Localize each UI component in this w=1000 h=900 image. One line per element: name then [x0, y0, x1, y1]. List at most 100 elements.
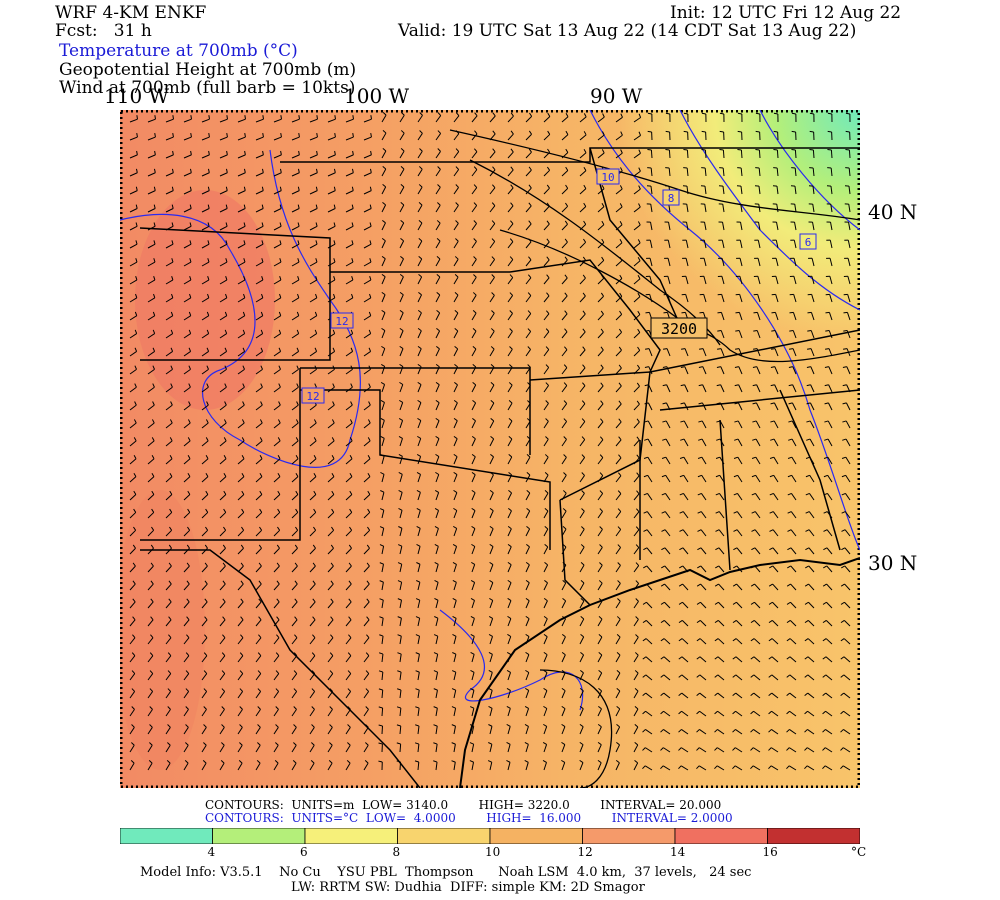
- wind-barb-staff: [633, 332, 641, 339]
- wind-barb-flag: [786, 692, 791, 697]
- wind-barb-flag: [296, 329, 300, 334]
- wind-barb-staff: [525, 385, 531, 393]
- wind-barb-flag: [293, 742, 297, 746]
- wind-barb-flag: [562, 615, 566, 620]
- wind-barb-flag: [315, 258, 318, 263]
- wind-barb-staff: [740, 222, 743, 231]
- wind-barb-staff: [579, 582, 585, 591]
- wind-barb-flag: [616, 652, 621, 656]
- wind-barb-flag: [544, 579, 548, 584]
- wind-barb-flag: [840, 710, 844, 715]
- wind-barb-flag: [333, 276, 336, 281]
- wind-barb-staff: [309, 243, 318, 249]
- wind-barb-flag: [507, 633, 512, 637]
- wind-barb-flag: [365, 688, 369, 692]
- wind-barb-staff: [615, 583, 621, 591]
- wind-barb-flag: [661, 565, 666, 569]
- wind-barb-flag: [543, 651, 548, 656]
- wind-barb-flag: [637, 292, 641, 297]
- wind-barb-flag: [565, 184, 569, 189]
- wind-barb-flag: [333, 240, 336, 245]
- wind-barb-staff: [237, 476, 245, 483]
- wind-barb-flag: [240, 580, 244, 585]
- wind-barb-flag: [618, 364, 622, 369]
- wind-barb-staff: [755, 402, 761, 411]
- wind-barb-flag: [510, 112, 514, 117]
- wind-barb-staff: [776, 204, 779, 213]
- wind-barb-flag: [805, 511, 810, 514]
- wind-barb-flag: [275, 670, 280, 674]
- wind-barb-staff: [201, 691, 208, 699]
- wind-barb-flag: [380, 454, 385, 457]
- wind-barb-flag: [543, 597, 548, 602]
- wind-barb-staff: [273, 744, 279, 753]
- wind-barb-flag: [752, 438, 757, 441]
- wind-barb-flag: [469, 724, 474, 727]
- wind-barb-flag: [634, 688, 639, 692]
- wind-barb-flag: [349, 437, 353, 442]
- wind-barb-flag: [737, 130, 742, 133]
- wind-barb-staff: [489, 169, 496, 177]
- wind-barb-flag: [642, 765, 646, 770]
- wind-barb-staff: [345, 709, 351, 717]
- wind-barb-flag: [490, 435, 494, 440]
- wind-barb-flag: [822, 692, 827, 697]
- border-us-mexico: [140, 549, 421, 788]
- wind-barb-staff: [699, 638, 707, 645]
- wind-barb-staff: [237, 333, 245, 339]
- wind-barb-staff: [844, 583, 851, 591]
- wind-barb-flag: [435, 345, 440, 350]
- wind-barb-flag: [151, 508, 155, 513]
- wind-barb-staff: [848, 186, 851, 195]
- wind-barb-staff: [363, 583, 370, 591]
- wind-barb-staff: [543, 528, 549, 537]
- wind-barb-flag: [642, 656, 647, 660]
- wind-barb-flag: [661, 474, 666, 478]
- wind-barb-flag: [714, 601, 719, 605]
- wind-barb-flag: [680, 366, 685, 368]
- wind-barb-staff: [435, 492, 440, 501]
- wind-barb-flag: [149, 688, 153, 692]
- wind-barb-staff: [327, 243, 336, 249]
- wind-barb-staff: [255, 172, 264, 177]
- wind-barb-flag: [149, 706, 153, 710]
- wind-barb-staff: [327, 637, 334, 645]
- wind-barb-flag: [261, 222, 264, 227]
- wind-barb-flag: [806, 384, 811, 387]
- wind-barb-staff: [363, 655, 370, 663]
- wind-barb-flag: [416, 544, 421, 547]
- wind-barb-staff: [183, 386, 191, 393]
- wind-barb-staff: [201, 476, 209, 483]
- wind-barb-flag: [242, 311, 246, 316]
- wind-barb-flag: [620, 167, 623, 172]
- wind-barb-staff: [129, 476, 137, 483]
- wind-barb-flag: [451, 724, 456, 727]
- wind-barb-staff: [129, 136, 138, 141]
- wind-barb-staff: [471, 492, 476, 501]
- wind-barb-staff: [363, 512, 371, 519]
- wind-barb-staff: [471, 348, 477, 357]
- wind-barb-staff: [201, 673, 208, 681]
- wind-barb-staff: [507, 456, 513, 465]
- wind-barb-staff: [129, 727, 135, 735]
- wind-barb-flag: [332, 401, 335, 406]
- wind-barb-staff: [417, 690, 420, 699]
- wind-barb-flag: [637, 364, 641, 369]
- wind-barb-staff: [579, 277, 586, 285]
- wind-barb-flag: [316, 150, 318, 155]
- wind-barb-staff: [255, 673, 262, 681]
- wind-barb-staff: [147, 583, 154, 591]
- wind-barb-staff: [417, 366, 422, 375]
- temp-label-10: 10: [596, 168, 620, 185]
- wind-barb-staff: [147, 547, 154, 555]
- wind-barb-flag: [488, 669, 493, 673]
- wind-barb-flag: [840, 601, 845, 605]
- wind-barb-flag: [755, 130, 760, 133]
- wind-barb-flag: [312, 616, 316, 621]
- wind-barb-staff: [561, 475, 567, 483]
- wind-barb-flag: [602, 131, 605, 136]
- wind-barb-staff: [201, 243, 210, 249]
- wind-barb-staff: [597, 475, 604, 483]
- wind-barb-flag: [223, 437, 227, 442]
- wind-barb-flag: [295, 508, 299, 513]
